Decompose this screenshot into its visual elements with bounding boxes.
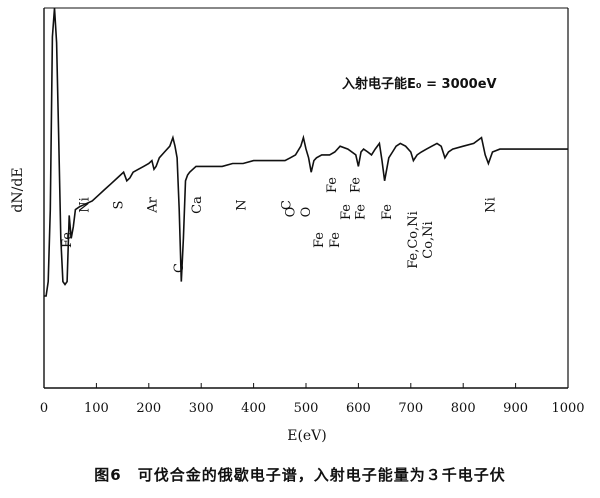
- peak-label: Ca: [190, 196, 205, 214]
- peak-label: C: [279, 200, 294, 210]
- figure-caption: 图6 可伐合金的俄歇电子谱，入射电子能量为３千电子伏: [94, 466, 506, 484]
- x-tick-label: 800: [451, 401, 476, 416]
- peak-label: Ni: [78, 197, 93, 213]
- peak-label: N: [235, 199, 250, 210]
- x-tick-label: 100: [84, 401, 109, 416]
- axes: [43, 7, 569, 389]
- peak-label: Ar: [146, 196, 161, 213]
- peak-label: Fe: [328, 232, 343, 248]
- peak-label: O: [284, 207, 299, 218]
- peak-label: Fe: [380, 204, 395, 220]
- peak-label: S: [112, 201, 127, 210]
- auger-spectrum-chart: 0 100 200 300 400 500 600 700 800 900 1000 Fe Ni S Ar…: [10, 7, 585, 444]
- x-tick-label: 500: [294, 401, 319, 416]
- peak-label: C: [172, 263, 187, 273]
- peak-label: Fe: [312, 232, 327, 248]
- x-ticks: 0 100 200 300 400 500 600 700 800 900 1000: [40, 383, 585, 416]
- x-tick-label: 700: [398, 401, 423, 416]
- x-tick-label: 900: [503, 401, 528, 416]
- x-axis-title: E(eV): [287, 428, 327, 444]
- peak-label: Fe: [348, 177, 363, 193]
- x-tick-label: 400: [241, 401, 266, 416]
- peak-label: O: [299, 207, 314, 218]
- x-tick-label: 300: [189, 401, 214, 416]
- y-axis-title: dN/dE: [10, 167, 26, 212]
- x-tick-label: 1000: [551, 401, 584, 416]
- peak-label: Fe: [354, 204, 369, 220]
- peak-label: Co,Ni: [421, 221, 436, 258]
- peak-label: Fe: [339, 204, 354, 220]
- peak-label: Fe: [60, 232, 75, 248]
- x-tick-label: 600: [346, 401, 371, 416]
- peak-label: Ni: [484, 197, 499, 213]
- spectrum-line: [44, 7, 568, 297]
- peak-label: Fe,Co,Ni: [406, 211, 421, 269]
- peak-label: Fe: [325, 177, 340, 193]
- x-tick-label: 200: [136, 401, 161, 416]
- x-tick-label: 0: [40, 401, 48, 416]
- annotation-text: 入射电子能E₀ = 3000eV: [342, 76, 497, 92]
